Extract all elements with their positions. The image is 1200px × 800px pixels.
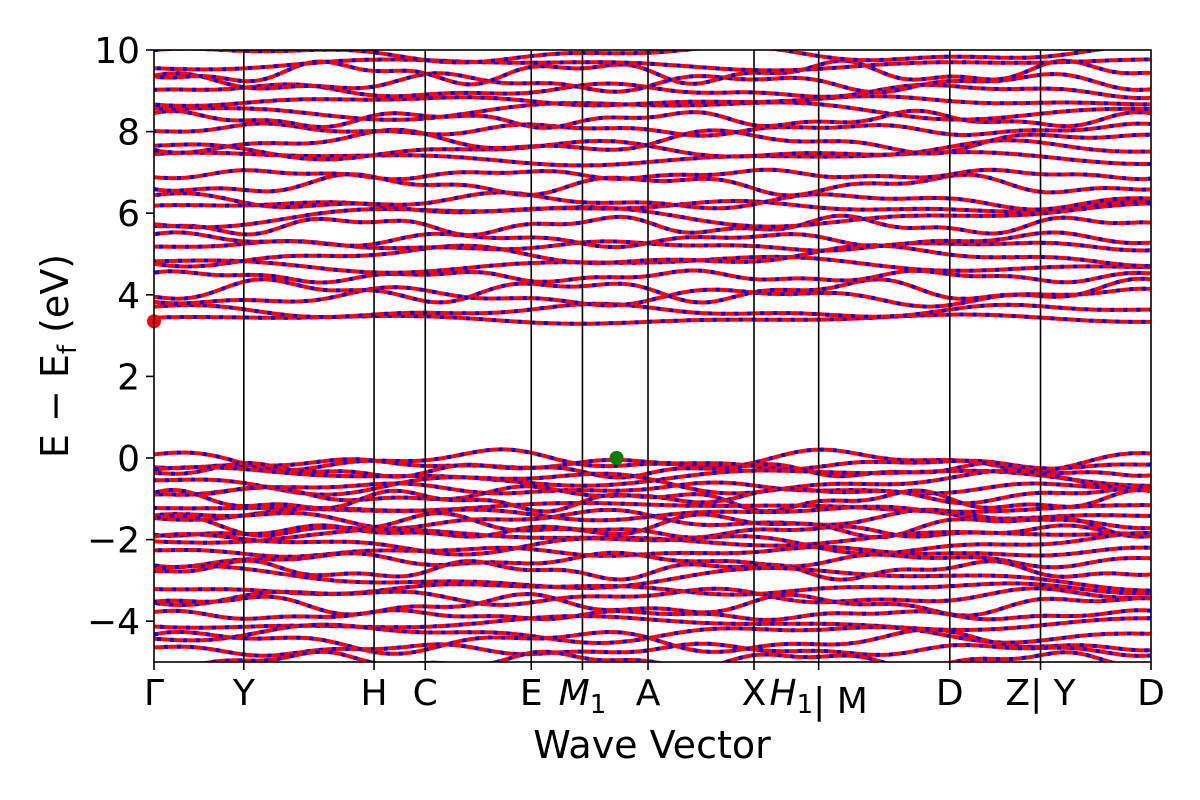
band-line-spin-down xyxy=(154,581,1151,597)
band-line-spin-down xyxy=(154,57,1151,73)
band-line-spin-up xyxy=(154,127,1151,156)
band-line-spin-down xyxy=(154,480,1151,497)
band-line-spin-down xyxy=(154,167,1151,182)
band-line-spin-down xyxy=(154,230,1151,250)
band-line-spin-up xyxy=(154,172,1151,198)
x-tick-label: C xyxy=(413,673,438,714)
x-axis: Γ Y H C E M1 A X H1| M D Z| Y D xyxy=(144,662,1165,722)
band-line-spin-down xyxy=(154,564,1151,593)
band-line-spin-down xyxy=(154,190,1151,212)
band-line-spin-down xyxy=(154,487,1151,514)
y-tick-label: 10 xyxy=(94,31,140,72)
x-tick-label: X xyxy=(742,673,767,714)
band-line-spin-up xyxy=(154,627,1151,656)
band-line-spin-up xyxy=(154,268,1151,285)
band-line-spin-down xyxy=(154,550,1151,570)
extrema-markers xyxy=(147,314,624,465)
vbm-marker xyxy=(609,451,624,465)
band-line-spin-down xyxy=(154,468,1151,497)
x-tick-label: H xyxy=(361,673,388,714)
band-line-spin-down xyxy=(154,285,1151,309)
band-line-spin-down xyxy=(154,94,1151,108)
band-line-spin-up xyxy=(154,50,1110,65)
y-tick-label: 0 xyxy=(117,439,140,480)
band-line-spin-down xyxy=(154,457,1151,472)
band-line-spin-up xyxy=(154,167,1151,182)
band-line-spin-down xyxy=(154,71,1151,95)
band-line-spin-down xyxy=(154,545,1151,559)
y-axis-label-main: E − E xyxy=(33,354,77,458)
x-tick-label: D xyxy=(1137,673,1165,714)
band-line-spin-down xyxy=(154,608,1151,622)
x-tick-label: Γ xyxy=(144,673,164,714)
x-tick-label: A xyxy=(636,673,661,714)
y-tick-label: −2 xyxy=(87,521,140,562)
band-line-spin-down xyxy=(154,504,1151,523)
x-tick-label: Y xyxy=(232,673,256,714)
band-line-spin-down xyxy=(154,460,1151,480)
band-line-spin-down xyxy=(154,81,1151,101)
y-axis-label: E − Ef (eV) xyxy=(33,254,83,458)
band-line-spin-down xyxy=(154,201,1151,230)
plot-frame xyxy=(153,49,1152,663)
y-tick-label: 4 xyxy=(117,276,140,317)
band-line-spin-down xyxy=(154,591,1151,618)
band-line-spin-down xyxy=(154,254,1151,275)
band-line-spin-down xyxy=(154,527,1151,548)
band-line-spin-down xyxy=(154,50,1110,65)
x-tick-label: E xyxy=(520,673,543,714)
y-tick-label: −4 xyxy=(87,602,140,643)
y-tick-label: 2 xyxy=(117,357,140,398)
band-line-spin-down xyxy=(154,301,1151,319)
band-line-spin-down xyxy=(154,150,1151,168)
band-line-spin-down xyxy=(154,243,1151,269)
band-line-spin-up xyxy=(154,199,1151,215)
band-line-spin-down xyxy=(154,447,1151,473)
x-tick-label: H1| M xyxy=(770,673,868,722)
band-line-spin-down xyxy=(154,121,1151,138)
band-line-spin-down xyxy=(154,501,1151,514)
x-tick-label: D xyxy=(936,673,964,714)
band-line-spin-down xyxy=(154,100,1151,122)
band-line-spin-up xyxy=(154,276,1151,305)
y-tick-label: 6 xyxy=(117,194,140,235)
x-tick-label: Z| Y xyxy=(1005,673,1076,714)
band-line-spin-down xyxy=(154,530,1151,557)
y-axis-label-subscript: f xyxy=(53,344,83,354)
band-line-spin-down xyxy=(154,558,1151,582)
y-axis-label-unit: (eV) xyxy=(33,254,77,345)
band-line-spin-down xyxy=(154,138,1151,162)
high-symmetry-lines xyxy=(243,50,1042,662)
y-tick-label: 8 xyxy=(117,113,140,154)
band-line-spin-down xyxy=(154,213,1151,238)
band-lines xyxy=(154,50,1151,662)
y-axis: −4 −2 0 2 4 6 8 10 xyxy=(87,31,154,643)
band-line-spin-down xyxy=(154,586,1151,608)
band-line-spin-up xyxy=(154,511,1151,540)
x-axis-label: Wave Vector xyxy=(533,723,771,767)
x-tick-label: M1 xyxy=(559,673,607,720)
band-line-spin-down xyxy=(154,507,1151,531)
band-line-spin-down xyxy=(154,108,1151,130)
band-line-spin-down xyxy=(154,268,1151,285)
